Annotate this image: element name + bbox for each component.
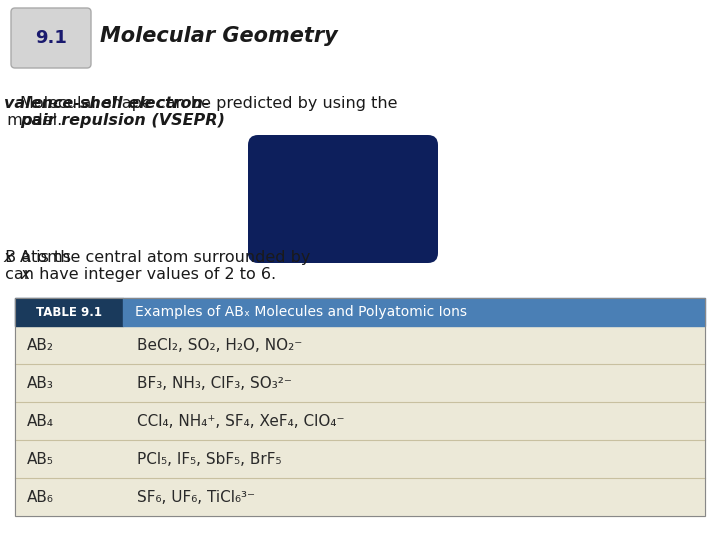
Bar xyxy=(15,402,705,440)
Text: TABLE 9.1: TABLE 9.1 xyxy=(36,306,102,319)
Bar xyxy=(15,298,705,516)
Text: AB₂: AB₂ xyxy=(27,338,54,353)
Text: CCl₄, NH₄⁺, SF₄, XeF₄, ClO₄⁻: CCl₄, NH₄⁺, SF₄, XeF₄, ClO₄⁻ xyxy=(137,414,344,429)
Text: PCl₅, IF₅, SbF₅, BrF₅: PCl₅, IF₅, SbF₅, BrF₅ xyxy=(137,451,282,467)
Text: BF₃, NH₃, ClF₃, SO₃²⁻: BF₃, NH₃, ClF₃, SO₃²⁻ xyxy=(137,375,292,390)
Bar xyxy=(15,478,705,516)
FancyBboxPatch shape xyxy=(248,135,438,263)
Text: B atoms: B atoms xyxy=(0,250,71,265)
Text: model.: model. xyxy=(2,113,63,128)
Text: AB₆: AB₆ xyxy=(27,489,54,504)
Text: can have integer values of 2 to 6.: can have integer values of 2 to 6. xyxy=(0,267,276,282)
Text: 9.1: 9.1 xyxy=(35,29,67,47)
Text: SF₆, UF₆, TiCl₆³⁻: SF₆, UF₆, TiCl₆³⁻ xyxy=(137,489,255,504)
Bar xyxy=(123,298,705,326)
Text: AB₅: AB₅ xyxy=(27,451,54,467)
Text: Molecular shape can be predicted by using the: Molecular shape can be predicted by usin… xyxy=(20,96,402,111)
Text: valence-shell electron-: valence-shell electron- xyxy=(4,96,210,111)
Text: AB₃: AB₃ xyxy=(27,375,54,390)
Text: x: x xyxy=(3,250,13,265)
Text: pair repulsion (VSEPR): pair repulsion (VSEPR) xyxy=(20,113,225,128)
Bar xyxy=(15,364,705,402)
Bar xyxy=(15,298,123,326)
Text: x: x xyxy=(20,267,30,282)
Text: AB₄: AB₄ xyxy=(27,414,54,429)
Text: Molecular Geometry: Molecular Geometry xyxy=(100,26,338,46)
Bar xyxy=(15,440,705,478)
Text: BeCl₂, SO₂, H₂O, NO₂⁻: BeCl₂, SO₂, H₂O, NO₂⁻ xyxy=(137,338,302,353)
Text: Examples of ABₓ Molecules and Polyatomic Ions: Examples of ABₓ Molecules and Polyatomic… xyxy=(135,305,467,319)
Bar xyxy=(15,326,705,364)
Text: A is the central atom surrounded by: A is the central atom surrounded by xyxy=(20,250,315,265)
FancyBboxPatch shape xyxy=(11,8,91,68)
